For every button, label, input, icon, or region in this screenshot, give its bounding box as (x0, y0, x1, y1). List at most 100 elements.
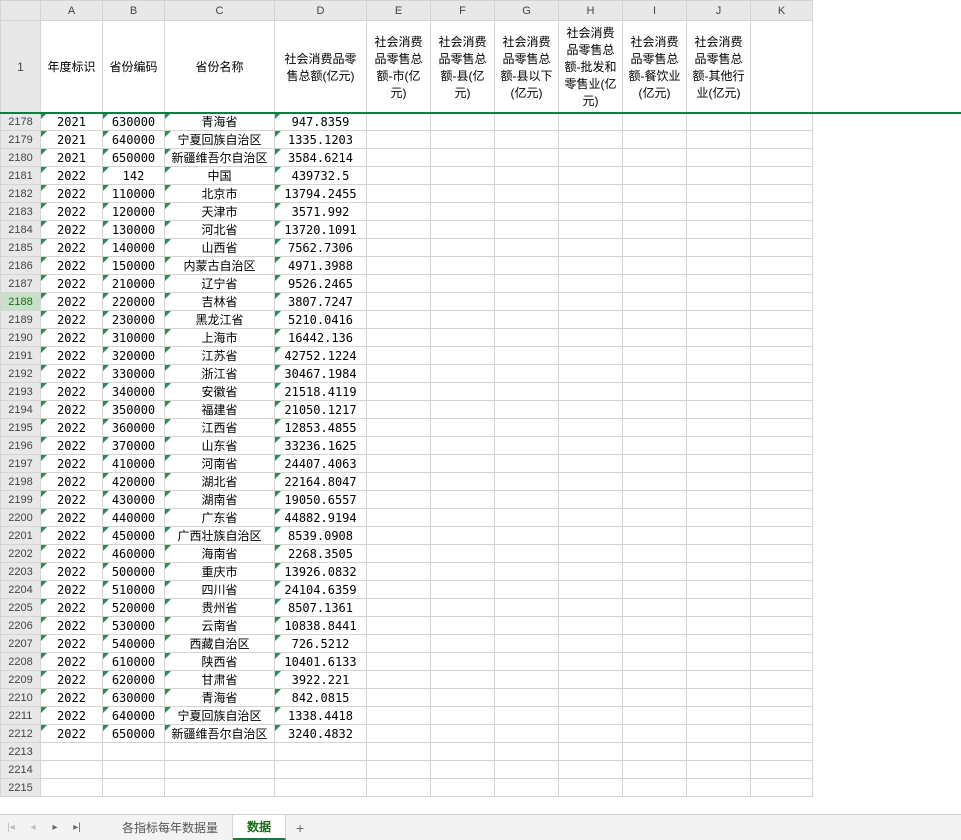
cell[interactable] (495, 383, 559, 401)
cell[interactable] (687, 689, 751, 707)
cell[interactable] (495, 599, 559, 617)
cell[interactable]: 2022 (41, 401, 103, 419)
row-header[interactable]: 2201 (1, 527, 41, 545)
cell[interactable] (623, 707, 687, 725)
cell[interactable] (275, 761, 367, 779)
cell[interactable] (559, 779, 623, 797)
cell[interactable] (623, 653, 687, 671)
cell[interactable]: 福建省 (165, 401, 275, 419)
cell[interactable] (367, 635, 431, 653)
cell[interactable] (431, 455, 495, 473)
cell[interactable] (41, 761, 103, 779)
cell[interactable]: 青海省 (165, 689, 275, 707)
cell[interactable] (495, 689, 559, 707)
cell[interactable]: 安徽省 (165, 383, 275, 401)
cell[interactable]: 350000 (103, 401, 165, 419)
cell[interactable] (559, 455, 623, 473)
cell[interactable] (687, 581, 751, 599)
cell[interactable] (431, 167, 495, 185)
cell[interactable]: 520000 (103, 599, 165, 617)
cell[interactable] (431, 401, 495, 419)
cell[interactable] (367, 527, 431, 545)
cell[interactable]: 吉林省 (165, 293, 275, 311)
field-header-cell[interactable]: 社会消费品零售总额-县(亿元) (431, 21, 495, 113)
cell[interactable] (367, 509, 431, 527)
row-header[interactable]: 2209 (1, 671, 41, 689)
cell[interactable] (687, 419, 751, 437)
cell[interactable] (367, 257, 431, 275)
cell[interactable] (623, 293, 687, 311)
cell[interactable]: 广东省 (165, 509, 275, 527)
cell[interactable] (687, 491, 751, 509)
cell[interactable] (431, 509, 495, 527)
col-header-F[interactable]: F (431, 1, 495, 21)
row-header[interactable]: 2196 (1, 437, 41, 455)
cell[interactable]: 2022 (41, 563, 103, 581)
cell[interactable] (751, 437, 813, 455)
cell[interactable] (687, 527, 751, 545)
cell[interactable]: 21518.4119 (275, 383, 367, 401)
cell[interactable] (559, 293, 623, 311)
cell[interactable] (431, 113, 495, 131)
cell[interactable] (431, 131, 495, 149)
row-header[interactable]: 2211 (1, 707, 41, 725)
cell[interactable] (367, 581, 431, 599)
cell[interactable]: 16442.136 (275, 329, 367, 347)
cell[interactable] (687, 365, 751, 383)
cell[interactable] (431, 599, 495, 617)
cell[interactable]: 210000 (103, 275, 165, 293)
cell[interactable] (431, 527, 495, 545)
cell[interactable] (431, 185, 495, 203)
cell[interactable] (495, 473, 559, 491)
cell[interactable]: 2022 (41, 581, 103, 599)
cell[interactable] (623, 185, 687, 203)
cell[interactable] (495, 257, 559, 275)
cell[interactable] (623, 581, 687, 599)
cell[interactable] (367, 329, 431, 347)
cell[interactable] (367, 149, 431, 167)
cell[interactable] (495, 221, 559, 239)
cell[interactable] (495, 311, 559, 329)
cell[interactable]: 2022 (41, 239, 103, 257)
cell[interactable] (367, 167, 431, 185)
cell[interactable]: 410000 (103, 455, 165, 473)
cell[interactable] (751, 491, 813, 509)
cell[interactable]: 2022 (41, 257, 103, 275)
cell[interactable] (559, 239, 623, 257)
cell[interactable] (687, 329, 751, 347)
cell[interactable] (559, 149, 623, 167)
cell[interactable]: 650000 (103, 149, 165, 167)
row-header[interactable]: 2197 (1, 455, 41, 473)
cell[interactable] (559, 257, 623, 275)
cell[interactable]: 13926.0832 (275, 563, 367, 581)
cell[interactable]: 2022 (41, 275, 103, 293)
cell[interactable]: 2268.3505 (275, 545, 367, 563)
cell[interactable] (623, 239, 687, 257)
cell[interactable] (559, 113, 623, 131)
row-header[interactable]: 2190 (1, 329, 41, 347)
cell[interactable] (559, 329, 623, 347)
cell[interactable] (367, 419, 431, 437)
cell[interactable]: 7562.7306 (275, 239, 367, 257)
row-header[interactable]: 2191 (1, 347, 41, 365)
cell[interactable] (495, 113, 559, 131)
cell[interactable] (165, 779, 275, 797)
cell[interactable] (559, 761, 623, 779)
cell[interactable] (751, 293, 813, 311)
cell[interactable] (495, 419, 559, 437)
cell[interactable] (495, 293, 559, 311)
cell[interactable] (559, 707, 623, 725)
cell[interactable]: 2022 (41, 635, 103, 653)
cell[interactable] (623, 527, 687, 545)
cell[interactable] (495, 455, 559, 473)
cell[interactable] (623, 311, 687, 329)
cell[interactable] (751, 707, 813, 725)
cell[interactable] (623, 365, 687, 383)
cell[interactable]: 四川省 (165, 581, 275, 599)
cell[interactable]: 2022 (41, 725, 103, 743)
cell[interactable]: 山东省 (165, 437, 275, 455)
cell[interactable] (559, 383, 623, 401)
cell[interactable] (367, 383, 431, 401)
cell[interactable]: 430000 (103, 491, 165, 509)
cell[interactable]: 黑龙江省 (165, 311, 275, 329)
